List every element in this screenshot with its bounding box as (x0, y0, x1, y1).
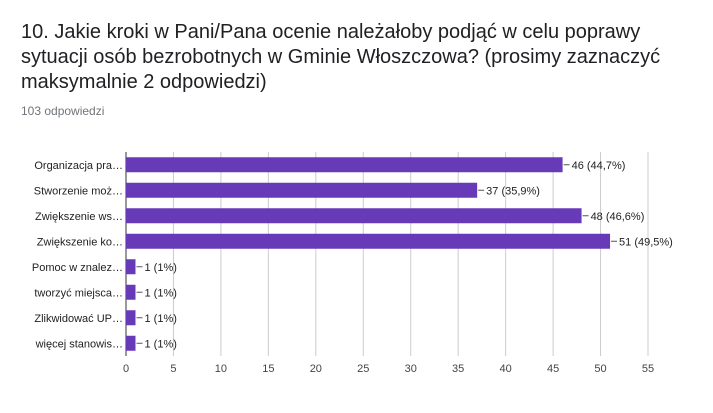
category-label: Zwiększenie ko… (37, 236, 123, 248)
bar (126, 157, 563, 173)
value-label: 1 (1%) (144, 287, 176, 299)
category-label: Zlikwidować UP… (34, 313, 123, 325)
bar (126, 259, 136, 275)
x-axis: 0 5 10 15 20 25 30 35 40 45 50 55 (123, 363, 654, 375)
category-label: Zwiększenie ws… (35, 211, 123, 223)
value-label: 48 (46,6%) (591, 211, 645, 223)
x-tick-label: 55 (642, 363, 654, 375)
x-tick-label: 40 (500, 363, 512, 375)
bar (126, 284, 136, 300)
x-tick-label: 45 (547, 363, 559, 375)
category-label: Stworzenie moż… (34, 185, 123, 197)
bar (126, 310, 136, 326)
category-label: tworzyć miejsca… (34, 287, 123, 299)
bar (126, 182, 478, 198)
value-label: 46 (44,7%) (572, 160, 626, 172)
category-labels: Organizacja pra… Stworzenie moż… Zwiększen… (32, 160, 123, 351)
x-tick-label: 0 (123, 363, 129, 375)
category-label: więcej stanowis… (35, 338, 123, 350)
value-label: 1 (1%) (144, 338, 176, 350)
x-tick-label: 5 (170, 363, 176, 375)
x-tick-label: 10 (215, 363, 227, 375)
response-count: 103 odpowiedzi (21, 104, 105, 118)
x-tick-label: 50 (594, 363, 606, 375)
category-label: Organizacja pra… (34, 160, 123, 172)
value-label: 1 (1%) (144, 262, 176, 274)
value-label: 51 (49,5%) (619, 236, 673, 248)
x-tick-label: 35 (452, 363, 464, 375)
bar (126, 335, 136, 351)
value-labels: 46 (44,7%) 37 (35,9%) 48 (46,6%) 51 (49,5%)… (136, 160, 673, 350)
value-label: 37 (35,9%) (486, 185, 540, 197)
x-tick-label: 30 (405, 363, 417, 375)
bar (126, 233, 611, 249)
value-label: 1 (1%) (144, 313, 176, 325)
question-title: 10. Jakie kroki w Pani/Pana ocenie należ… (21, 21, 661, 93)
category-label: Pomoc w znalez… (32, 262, 123, 274)
grid-lines (125, 152, 649, 356)
bar (126, 208, 582, 224)
x-tick-label: 15 (262, 363, 274, 375)
x-tick-label: 25 (357, 363, 369, 375)
bars (126, 157, 611, 351)
x-tick-label: 20 (310, 363, 322, 375)
